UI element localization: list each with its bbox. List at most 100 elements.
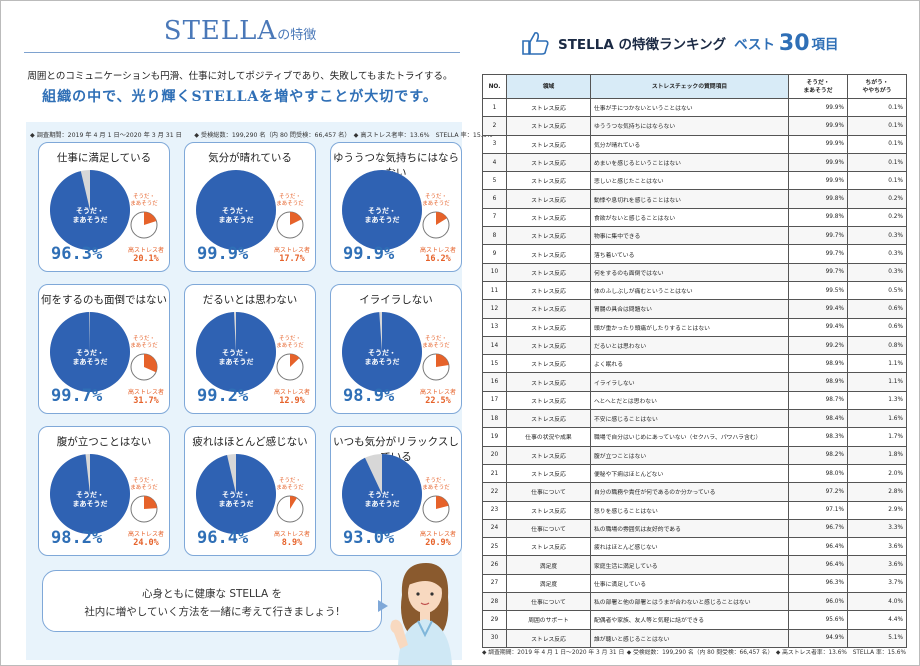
- row-question: 仕事に満足している: [590, 573, 789, 594]
- stat-card: 仕事に満足している そうだ・ まあそうだ そうだ・ まあそうだ 96.3% 高ストレス者…: [38, 142, 170, 272]
- row-no: 2: [482, 116, 507, 136]
- table-row: 27 満足度 仕事に満足している 96.3% 3.7%: [482, 573, 907, 594]
- row-question: 自分の職務や責任が何であるのか分かっている: [590, 482, 789, 502]
- row-question: 私の職場の雰囲気は友好的である: [590, 518, 789, 539]
- yes-percentage: 99.9%: [343, 244, 395, 264]
- card-title: 仕事に満足している: [56, 152, 152, 164]
- pie-label: そうだ・ まあそうだ: [72, 207, 108, 224]
- row-question: 誰が聴いと感じることはない: [590, 628, 789, 648]
- ranking-count: 30: [778, 30, 810, 56]
- row-no: 7: [482, 207, 507, 228]
- row-no-answer: 2.8%: [847, 482, 907, 502]
- small-pie-slice: [290, 354, 300, 367]
- small-pie-label: そうだ・ まあそうだ: [276, 336, 304, 349]
- row-yes: 97.1%: [788, 500, 848, 520]
- row-no: 26: [482, 555, 507, 575]
- row-yes: 98.0%: [788, 463, 848, 484]
- high-stress-pie-chart: [130, 353, 158, 381]
- row-no: 29: [482, 610, 507, 630]
- row-no-answer: 1.7%: [847, 427, 907, 447]
- high-stress-value: 16.2%: [425, 254, 451, 264]
- row-yes: 99.9%: [788, 171, 848, 191]
- row-no-answer: 3.3%: [847, 518, 907, 539]
- row-yes: 96.7%: [788, 518, 848, 539]
- row-domain: ストレス反応: [506, 628, 591, 648]
- row-no-answer: 0.3%: [847, 226, 907, 246]
- row-domain: 仕事について: [506, 482, 591, 502]
- yes-percentage: 98.2%: [51, 528, 103, 548]
- row-no-answer: 1.1%: [847, 372, 907, 392]
- row-domain: ストレス反応: [506, 189, 591, 209]
- table-row: 17 ストレス反応 へとへとだとは思わない 98.7% 1.3%: [482, 390, 907, 411]
- pie-label: そうだ・ まあそうだ: [72, 491, 108, 508]
- header-yes: そうだ・ まあそうだ: [788, 74, 848, 99]
- small-pie-label: そうだ・ まあそうだ: [130, 336, 158, 349]
- card-title: 気分が晴れている: [208, 152, 292, 164]
- table-row: 5 ストレス反応 悲しいと感じたことはない 99.9% 0.1%: [482, 171, 907, 191]
- row-domain: ストレス反応: [506, 262, 591, 282]
- row-no-answer: 2.9%: [847, 500, 907, 520]
- high-stress-label: 高ストレス者: [419, 247, 456, 254]
- stat-card: 疲れはほとんど感じない そうだ・ まあそうだ そうだ・ まあそうだ 96.4% 高ストレ…: [184, 426, 316, 556]
- header-question: ストレスチェックの質問項目: [590, 74, 789, 99]
- row-yes: 99.5%: [788, 280, 848, 301]
- row-no: 22: [482, 482, 507, 502]
- small-pie-slice: [436, 212, 448, 225]
- row-no: 4: [482, 152, 507, 173]
- ranking-title: STELLA の特徴ランキング ベスト 30 項目: [520, 30, 839, 56]
- pie-label: そうだ・ まあそうだ: [364, 349, 400, 366]
- row-domain: ストレス反応: [506, 317, 591, 337]
- card-title: 腹が立つことはない: [56, 436, 152, 448]
- row-question: 怒りを感じることはない: [590, 500, 789, 520]
- row-domain: 仕事について: [506, 518, 591, 539]
- row-domain: ストレス反応: [506, 463, 591, 484]
- row-yes: 99.7%: [788, 262, 848, 282]
- row-domain: ストレス反応: [506, 409, 591, 429]
- card-title: だるいとは思わない: [202, 294, 298, 306]
- high-stress-pie-chart: [276, 211, 304, 239]
- main-pie-chart: [49, 312, 130, 392]
- high-stress-label: 高ストレス者: [127, 389, 164, 396]
- row-yes: 99.4%: [788, 317, 848, 337]
- row-domain: ストレス反応: [506, 207, 591, 228]
- row-domain: 仕事の状況や成果: [506, 427, 591, 447]
- yes-percentage: 96.3%: [51, 244, 103, 264]
- headline: 組織の中で、光り輝くSTELLAを増やすことが大切です。: [42, 89, 438, 105]
- row-no: 9: [482, 244, 507, 264]
- row-no-answer: 0.6%: [847, 299, 907, 319]
- pie-label: そうだ・ まあそうだ: [364, 491, 400, 508]
- row-yes: 98.7%: [788, 390, 848, 411]
- row-no: 19: [482, 427, 507, 447]
- table-row: 6 ストレス反応 動悸や息切れを感じることはない 99.8% 0.2%: [482, 189, 907, 209]
- row-no: 21: [482, 463, 507, 484]
- row-yes: 99.7%: [788, 226, 848, 246]
- footnote-rates: ◆ 高ストレス者率：13.6% STELLA 率：15.6%: [775, 650, 906, 656]
- table-row: 19 仕事の状況や成果 職場で自分はいじめにあっていない（セクハラ、パワハラ含む） 9…: [482, 427, 907, 447]
- small-pie-slice: [144, 354, 157, 373]
- row-yes: 99.4%: [788, 299, 848, 319]
- row-question: 体のふしぶしが痛むということはない: [590, 280, 789, 301]
- row-domain: ストレス反応: [506, 244, 591, 264]
- row-yes: 96.4%: [788, 555, 848, 575]
- speech-bubble: 心身ともに健康な STELLA を 社内に増やしていく方法を一緒に考えて行きまし…: [42, 570, 382, 632]
- table-row: 22 仕事について 自分の職務や責任が何であるのか分かっている 97.2% 2.8%: [482, 482, 907, 502]
- row-domain: ストレス反応: [506, 354, 591, 374]
- row-domain: 周囲のサポート: [506, 610, 591, 630]
- row-domain: ストレス反応: [506, 335, 591, 356]
- yes-percentage: 99.7%: [51, 386, 103, 406]
- row-no: 8: [482, 226, 507, 246]
- row-no: 13: [482, 317, 507, 337]
- high-stress-label: 高ストレス者: [127, 531, 164, 538]
- row-domain: ストレス反応: [506, 445, 591, 465]
- footnote-period: ◆ 調査期間：2019 年 4 月 1 日～2020 年 3 月 31 日: [482, 650, 625, 656]
- high-stress-value: 12.9%: [279, 396, 305, 406]
- ranking-best-label: ベスト: [734, 37, 775, 53]
- small-pie-label: そうだ・ まあそうだ: [276, 478, 304, 491]
- table-footnote: ◆ 調査期間：2019 年 4 月 1 日～2020 年 3 月 31 日 ◆ …: [482, 647, 906, 656]
- row-yes: 99.2%: [788, 335, 848, 356]
- row-no-answer: 0.6%: [847, 317, 907, 337]
- row-no-answer: 2.0%: [847, 463, 907, 484]
- row-question: めまいを感じるということはない: [590, 152, 789, 173]
- row-no: 28: [482, 592, 507, 612]
- row-no: 25: [482, 537, 507, 557]
